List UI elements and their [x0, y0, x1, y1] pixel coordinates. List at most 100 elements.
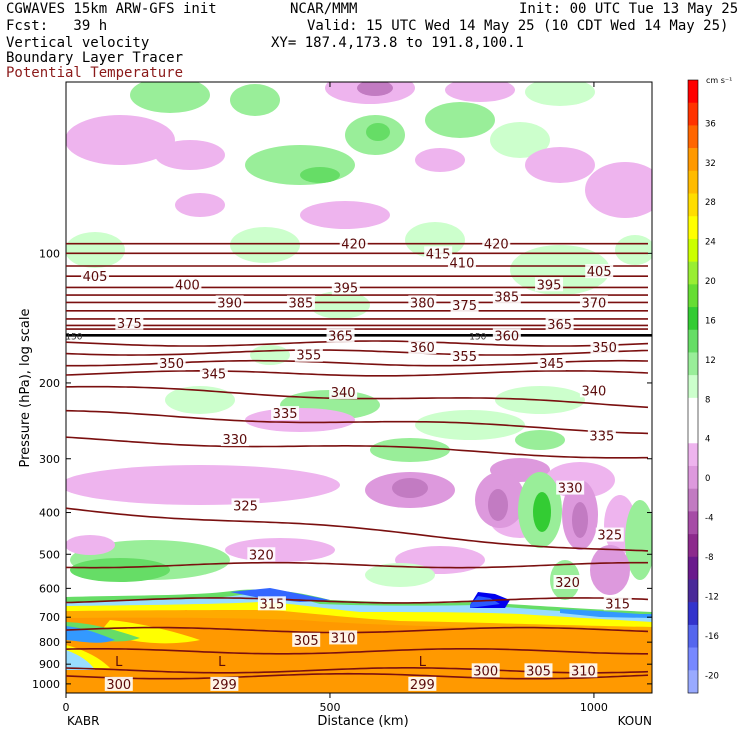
isentrope-label-text: 335 — [273, 407, 298, 422]
colorbar-swatch — [688, 534, 698, 558]
isentrope-label-text: 365 — [328, 329, 353, 344]
isentrope-label-bg — [157, 356, 186, 371]
isentrope-label: 365 — [545, 317, 574, 333]
isentrope-label-text: 375 — [452, 299, 477, 314]
x-tick-label: 0 — [63, 701, 70, 714]
isentrope-label-text: 370 — [582, 296, 607, 311]
colorbar-swatch — [688, 216, 698, 240]
isentrope-label-text: 325 — [597, 529, 622, 544]
isentrope-label: 395 — [331, 280, 360, 296]
colorbar-tick-label: 24 — [705, 238, 716, 248]
isentrope-label-bg — [450, 348, 479, 363]
isentrope-label-text: 385 — [494, 291, 519, 306]
isentrope-label-bg — [286, 295, 315, 310]
isentrope-label-text: 315 — [605, 597, 630, 612]
y-tick-label: 500 — [39, 548, 60, 561]
isentrope-label: 385 — [286, 295, 315, 311]
low-pressure-marker: L — [115, 655, 123, 670]
isentrope-label-bg — [81, 269, 110, 284]
isentrope-label-bg — [408, 676, 437, 691]
colorbar: 36 32 28 24 20 16 12 8 4 0 -4 -8 -12 -16 -20 — [687, 79, 719, 694]
colorbar-swatch — [688, 261, 698, 285]
isentrope-label: 370 — [579, 295, 608, 311]
isentrope-label-bg — [545, 317, 574, 332]
colorbar-swatch — [688, 193, 698, 217]
low-pressure-marker: L — [218, 655, 226, 670]
isentrope-label: 405 — [585, 264, 614, 280]
y-tick-label: 600 — [39, 582, 60, 595]
colorbar-tick-label: -16 — [705, 632, 719, 642]
isentrope-label: 415 — [424, 246, 453, 262]
isentrope-label: 350 — [157, 356, 186, 372]
colorbar-swatch — [688, 352, 698, 376]
isentrope-355 — [66, 349, 649, 356]
isentrope-label: 330 — [220, 432, 249, 448]
isentrope-label-bg — [579, 383, 608, 398]
isentrope-label-text: 310 — [331, 631, 356, 646]
isentrope-label-bg — [408, 295, 437, 310]
colorbar-tick-label: 20 — [705, 277, 716, 287]
isentrope-label: 335 — [271, 406, 300, 422]
isentrope-label-text: 400 — [175, 278, 200, 293]
isentrope-label-bg — [326, 328, 355, 343]
isentrope-label-text: 325 — [233, 499, 258, 514]
isentrope-label-bg — [492, 328, 521, 343]
isentrope-label-text: 380 — [410, 296, 435, 311]
isentrope-label: 315 — [603, 596, 632, 612]
colorbar-swatch — [688, 375, 698, 399]
isentrope-label-bg — [257, 596, 286, 611]
isentrope-label: 345 — [537, 356, 566, 372]
pressure-contour-label: 150 — [469, 332, 486, 342]
isentrope-label-text: 410 — [450, 256, 475, 271]
isentrope-label: 365 — [326, 328, 355, 344]
isentrope-label-bg — [569, 663, 598, 678]
isentrope-label: 390 — [215, 295, 244, 311]
isentrope-label: 310 — [329, 630, 358, 646]
isentrope-label-text: 350 — [159, 357, 184, 372]
isentrope-label-text: 355 — [452, 350, 477, 365]
colorbar-tick-label: 28 — [705, 198, 716, 208]
isentrope-label-text: 305 — [526, 664, 551, 679]
colorbar-swatch — [688, 329, 698, 353]
isentrope-label-bg — [603, 596, 632, 611]
isentrope-label-bg — [231, 498, 260, 513]
isentrope-label-bg — [482, 236, 511, 251]
isentrope-label-text: 395 — [333, 281, 358, 296]
y-tick-label: 200 — [39, 377, 60, 390]
pressure-contour-label: 150 — [65, 332, 82, 342]
isentrope-label: 360 — [408, 339, 437, 356]
isentrope-label: 305 — [524, 663, 553, 679]
isentrope-label-bg — [535, 277, 564, 292]
colorbar-swatch — [688, 511, 698, 535]
isentrope-label-text: 415 — [426, 247, 451, 262]
colorbar-swatch — [688, 170, 698, 194]
organization-label: NCAR/MMM — [290, 1, 358, 17]
low-pressure-marker: L — [419, 655, 427, 670]
isentrope-label-bg — [173, 277, 202, 292]
isentrope-label: 320 — [553, 575, 582, 591]
isentrope-label-text: 355 — [296, 349, 321, 364]
isentrope-label: 345 — [199, 366, 228, 382]
isentrope-label-bg — [556, 480, 585, 495]
y-tick-label: 900 — [39, 658, 60, 671]
isentrope-label-bg — [104, 676, 133, 691]
isentrope-label: 375 — [115, 315, 144, 332]
colorbar-tick-label: -4 — [705, 514, 713, 524]
isentrope-label-text: 390 — [217, 296, 242, 311]
isentrope-label-bg — [220, 432, 249, 447]
isentrope-label: 299 — [210, 676, 239, 693]
isentrope-label-bg — [215, 295, 244, 310]
isentrope-label: 305 — [292, 632, 321, 649]
isentrope-label-text: 340 — [331, 386, 356, 401]
isentrope-label-text: 310 — [571, 664, 596, 679]
colorbar-tick-label: -8 — [705, 553, 713, 563]
y-axis-title: Pressure (hPa), log scale — [18, 309, 33, 468]
colorbar-swatch — [688, 556, 698, 580]
x-tick-label: 500 — [319, 701, 340, 714]
isentrope-label: 340 — [579, 383, 608, 399]
colorbar-tick-label: 0 — [705, 474, 710, 484]
isentrope-label-bg — [450, 298, 479, 313]
isentrope-label-text: 420 — [341, 238, 366, 253]
